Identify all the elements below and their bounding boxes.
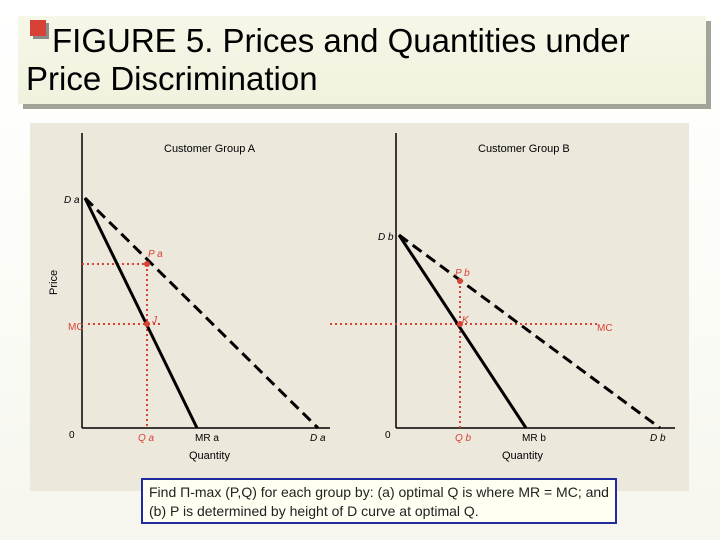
point-j — [144, 321, 150, 327]
label-quantity-b: Q b — [455, 433, 472, 444]
point-pb — [457, 278, 463, 284]
figure-title: FIGURE 5. Prices and Quantities under Pr… — [26, 22, 630, 97]
demand-curve-a — [83, 196, 320, 430]
title-box — [18, 16, 706, 104]
label-point-k: K — [462, 315, 470, 326]
group-b-label: Customer Group B — [478, 143, 570, 155]
label-point-j: J — [151, 315, 158, 326]
mr-curve-b — [397, 234, 528, 429]
label-price-a: P a — [148, 249, 163, 260]
diagram-panel — [30, 123, 689, 491]
explanation-note: Find Π-max (P,Q) for each group by: (a) … — [141, 478, 617, 524]
label-origin-b: 0 — [385, 430, 391, 441]
label-demand-top-a: D a — [64, 195, 80, 206]
label-price-b: P b — [455, 268, 470, 279]
label-mr-a: MR a — [195, 433, 219, 444]
label-mc-b: MC — [597, 323, 613, 334]
label-demand-bottom-a: D a — [310, 433, 326, 444]
group-a-label: Customer Group A — [164, 143, 256, 155]
x-axis-label-b: Quantity — [502, 450, 543, 462]
label-mc-a: MC — [68, 322, 84, 333]
price-discrimination-diagram: Customer Group A Customer Group B Price … — [48, 133, 675, 462]
point-pa — [144, 261, 150, 267]
demand-curve-b — [398, 233, 661, 430]
label-mr-b: MR b — [522, 433, 546, 444]
label-origin-a: 0 — [69, 430, 75, 441]
label-quantity-a: Q a — [138, 433, 155, 444]
mr-curve-a — [83, 197, 199, 429]
x-axis-label-a: Quantity — [189, 450, 230, 462]
point-k — [457, 321, 463, 327]
y-axis-label: Price — [48, 270, 60, 295]
label-demand-bottom-b: D b — [650, 433, 666, 444]
label-demand-top-b: D b — [378, 232, 394, 243]
title-bullet — [30, 20, 46, 36]
